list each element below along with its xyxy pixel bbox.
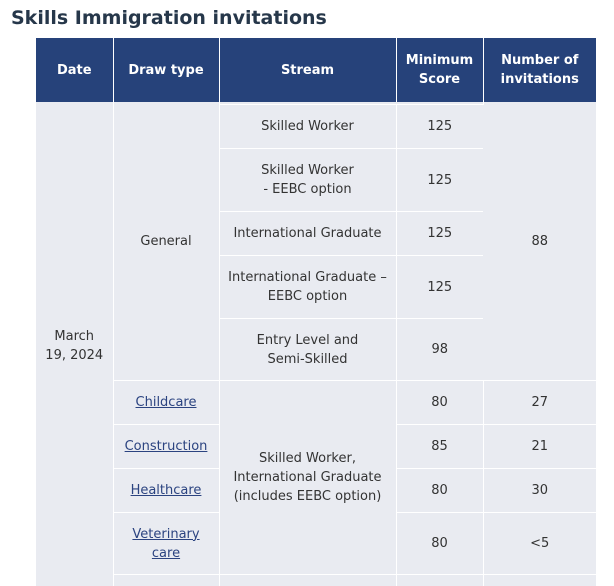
veterinary-care-link[interactable]: Veterinary care xyxy=(132,526,200,561)
header-date: Date xyxy=(36,38,114,102)
draw-type-construction[interactable]: Construction xyxy=(113,424,220,469)
draw-type-veterinary-care[interactable]: Veterinary care xyxy=(113,512,220,575)
table-row: Skilled Worker - EEBC option 125 xyxy=(36,148,596,212)
stream-cell: Entry Level and Semi-Skilled xyxy=(219,318,397,381)
invitations-cell: 21 xyxy=(483,424,596,469)
score-cell: 80 xyxy=(396,380,484,425)
construction-link[interactable]: Construction xyxy=(124,439,208,454)
table-row: Entry Level and Semi-Skilled 98 xyxy=(36,318,596,381)
score-cell: 125 xyxy=(396,104,483,149)
table-row: Construction 85 21 xyxy=(36,424,596,469)
header-number-of-invitations: Number of invitations xyxy=(483,38,596,102)
childcare-link[interactable]: Childcare xyxy=(135,395,197,410)
empty-cell xyxy=(219,574,397,586)
table-row: International Graduate 125 xyxy=(36,211,596,256)
draw-type-general: General xyxy=(113,102,220,381)
page-title: Skills Immigration invitations xyxy=(11,7,327,29)
invitations-cell: <5 xyxy=(483,512,596,575)
score-cell: 125 xyxy=(396,255,483,319)
empty-cell xyxy=(396,574,484,586)
score-cell: 125 xyxy=(396,148,483,212)
invitations-cell: 27 xyxy=(483,380,596,425)
stream-targeted-cell: Skilled Worker, International Graduate (in… xyxy=(219,380,397,575)
score-cell: 80 xyxy=(396,512,484,575)
table-header-row: Date Draw type Stream Minimum Score Numbe… xyxy=(36,38,596,102)
table-row: Childcare Skilled Worker, International G… xyxy=(36,380,596,575)
header-draw-type: Draw type xyxy=(113,38,220,102)
stream-cell: Skilled Worker xyxy=(219,104,397,149)
draw-type-childcare[interactable]: Childcare xyxy=(113,380,220,425)
header-minimum-score: Minimum Score xyxy=(396,38,484,102)
stream-cell: International Graduate – EEBC option xyxy=(219,255,397,319)
stream-cell: International Graduate xyxy=(219,211,397,256)
invitations-general: 88 xyxy=(483,102,596,381)
score-cell: 125 xyxy=(396,211,483,256)
table-row: Skilled Worker 125 xyxy=(36,104,596,149)
table-row: March 19, 2024 General 88 xyxy=(36,102,596,586)
draw-type-healthcare[interactable]: Healthcare xyxy=(113,468,220,513)
table-row: Healthcare 80 30 xyxy=(36,468,596,513)
header-stream: Stream xyxy=(219,38,397,102)
draw-date-cell: March 19, 2024 xyxy=(36,102,114,586)
score-cell: 98 xyxy=(396,318,483,381)
empty-cell xyxy=(113,574,220,586)
table-row: Veterinary care 80 <5 xyxy=(36,512,596,575)
table-row: International Graduate – EEBC option 125 xyxy=(36,255,596,319)
healthcare-link[interactable]: Healthcare xyxy=(130,483,202,498)
table-row xyxy=(36,574,596,586)
empty-cell xyxy=(483,574,596,586)
stream-cell: Skilled Worker - EEBC option xyxy=(219,148,397,212)
invitations-table: Date Draw type Stream Minimum Score Numbe… xyxy=(36,38,596,586)
score-cell: 80 xyxy=(396,468,484,513)
invitations-cell: 30 xyxy=(483,468,596,513)
score-cell: 85 xyxy=(396,424,484,469)
